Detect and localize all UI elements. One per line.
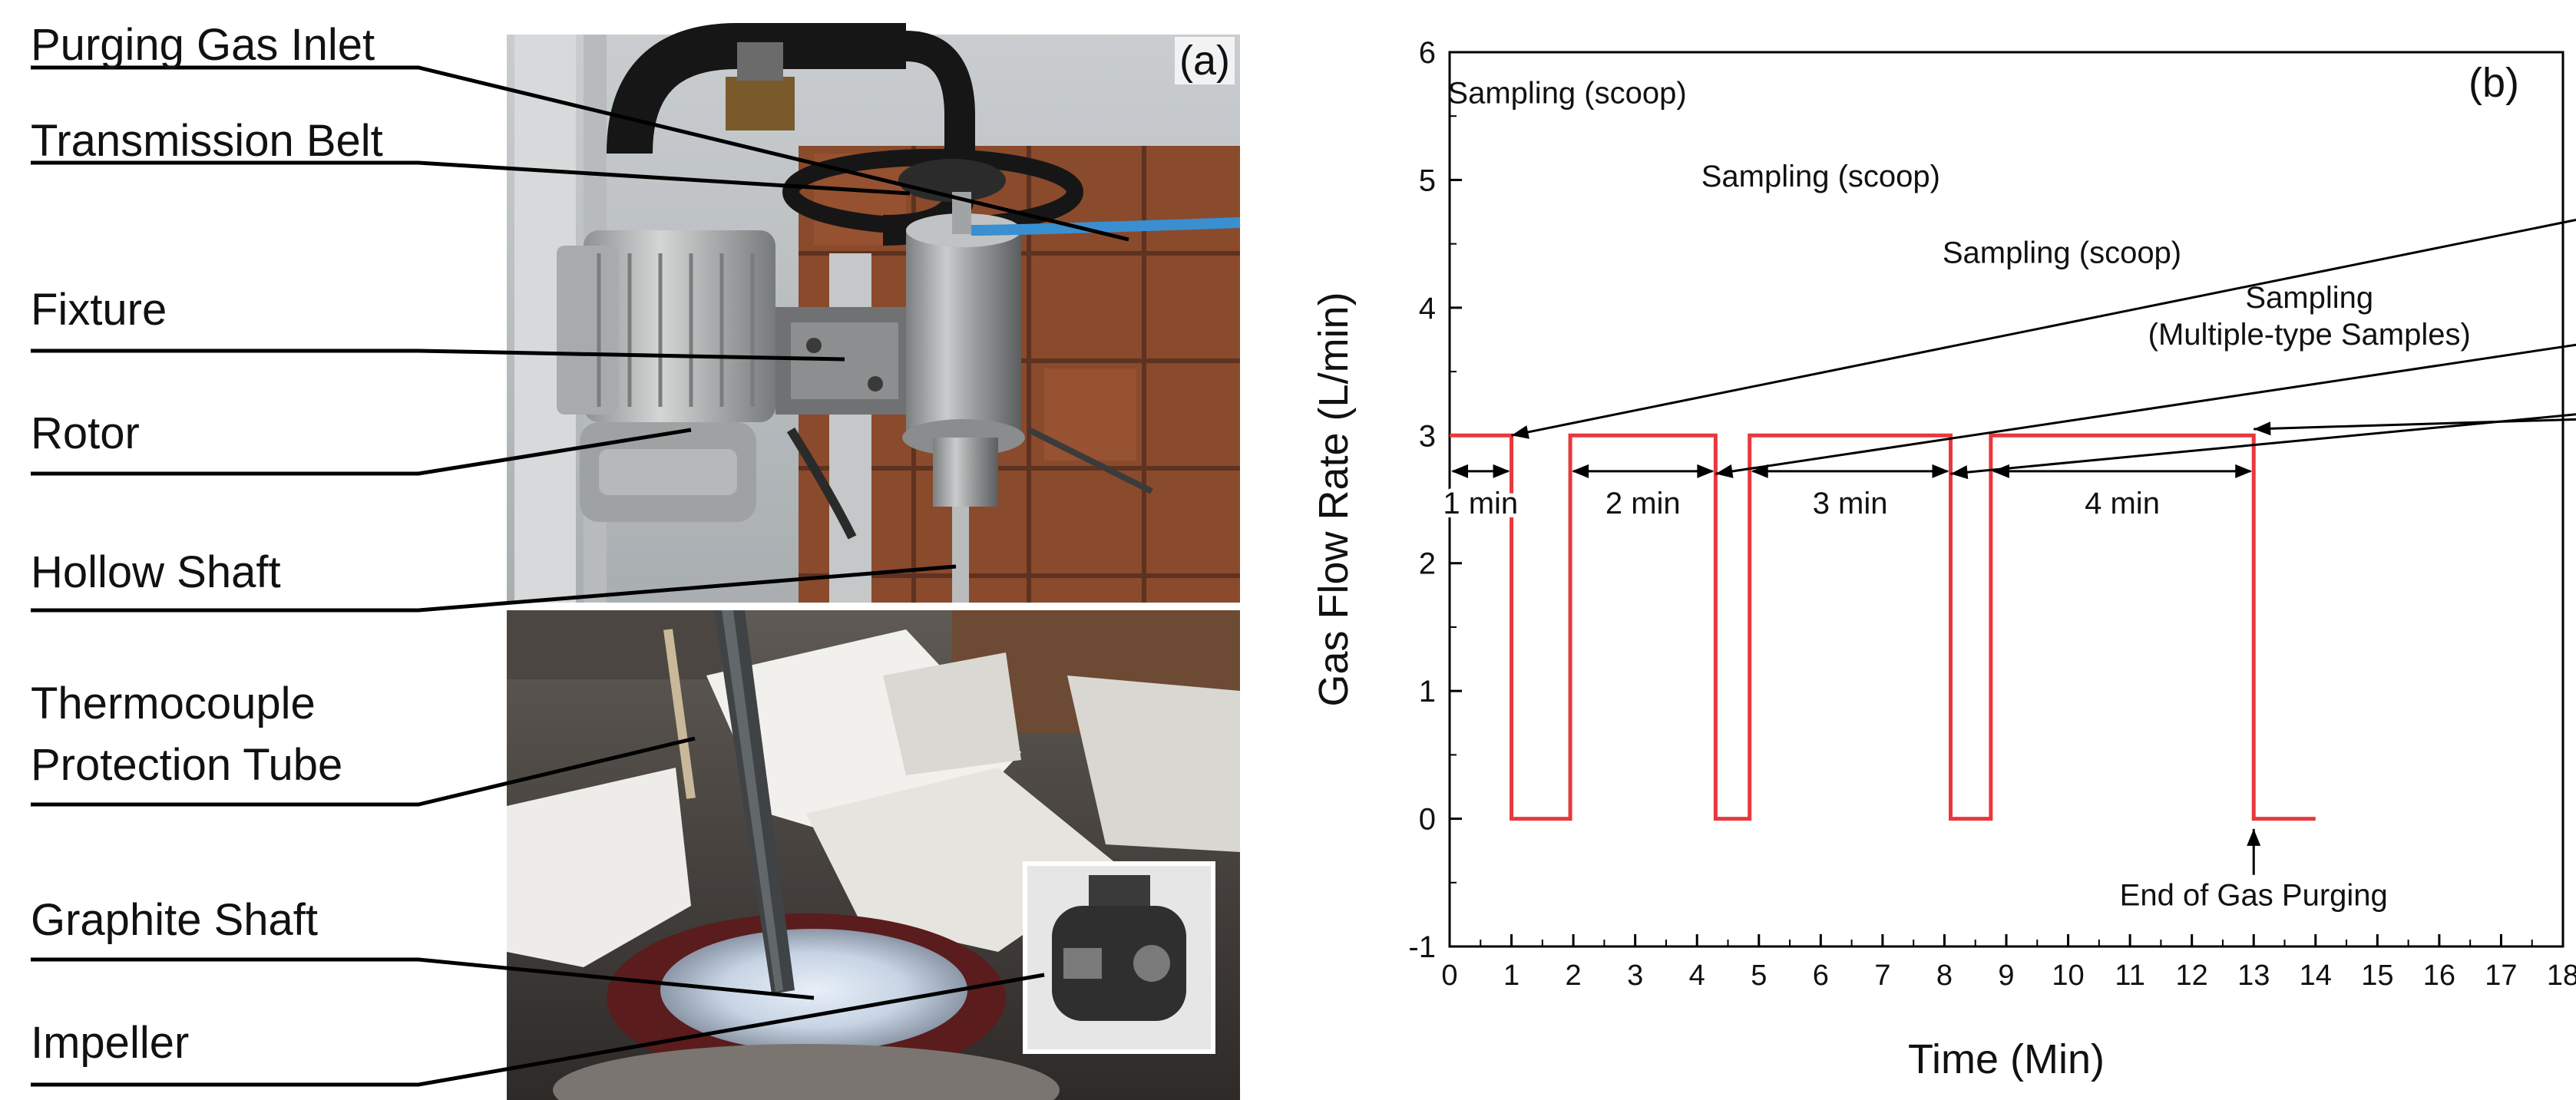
x-tick-label: 18 [2547,960,2576,992]
annotation-text: Sampling (scoop) [1701,160,1940,193]
label-purging-gas-inlet: Purging Gas Inlet [31,20,375,70]
interval-arrow-head [1751,464,1768,478]
annotation-text: Sampling (scoop) [1943,236,2181,270]
x-tick-label: 17 [2485,960,2517,992]
annotation-arrow-head [1950,465,1969,480]
label-hollow-shaft: Hollow Shaft [31,547,281,597]
y-tick-label: 5 [1419,164,1436,197]
interval-label: 2 min [1605,487,1681,520]
y-tick-label: 6 [1419,36,1436,70]
y-tick-label: 3 [1419,419,1436,453]
panel-b-tag: (b) [2469,60,2519,106]
x-tick-label: 16 [2423,960,2455,992]
interval-arrow-head [1992,464,2009,478]
y-tick-label: 0 [1419,803,1436,837]
y-tick-label: -1 [1408,930,1436,964]
top-photo [507,23,1241,603]
x-tick-label: 7 [1874,960,1890,992]
label-transmission-belt: Transmission Belt [31,116,383,166]
interval-arrow-head [1932,464,1949,478]
annotation-arrow-head [2254,421,2271,436]
x-tick-label: 4 [1689,960,1705,992]
annotation-arrow-head [2247,828,2261,846]
interval-arrow-head [1451,464,1468,478]
annotation-arrow-head [1715,464,1734,478]
interval-label: 4 min [2085,487,2160,520]
label-rotor: Rotor [31,408,140,458]
x-tick-label: 11 [2115,960,2144,992]
annotation-arrow-line [1950,413,2576,475]
interval-arrow-head [1572,464,1589,478]
interval-arrow-head [1697,464,1715,478]
leader-lines [31,65,1129,1087]
x-tick-label: 5 [1751,960,1767,992]
impeller-inset [1023,861,1215,1054]
annotation-text: Sampling [2245,281,2373,315]
annotation-text: (Multiple-type Samples) [2148,318,2471,352]
y-tick-label: 4 [1419,292,1436,325]
interval-label: 1 min [1443,487,1518,520]
x-tick-label: 3 [1627,960,1643,992]
x-tick-label: 1 [1503,960,1519,992]
interval-arrow-head [1493,464,1510,478]
rotor-housing [902,192,1025,603]
annotation-arrow-head [1511,425,1529,439]
x-tick-label: 12 [2176,960,2208,992]
series-line [1450,433,2316,821]
x-tick-label: 14 [2300,960,2332,992]
x-tick-label: 9 [1998,960,2014,992]
x-tick-label: 0 [1441,960,1457,992]
annotation-text: End of Gas Purging [2120,879,2388,913]
x-tick-label: 8 [1936,960,1953,992]
fixture [775,307,914,415]
x-tick-label: 6 [1813,960,1829,992]
y-tick-label: 1 [1419,675,1436,709]
interval-arrow-head [2235,464,2253,478]
label-fixture: Fixture [31,285,167,335]
x-tick-label: 13 [2237,960,2270,992]
motor [557,230,775,522]
x-tick-label: 15 [2361,960,2393,992]
y-tick-label: 2 [1419,547,1436,581]
label-protection-tube: Protection Tube [31,740,343,790]
x-axis-label: Time (Min) [1908,1036,2105,1082]
x-tick-label: 2 [1566,960,1582,992]
photo-panel [31,23,1241,1100]
annotation-text: Sampling (scoop) [1447,77,1686,111]
label-thermocouple: Thermocouple [31,679,316,728]
label-graphite-shaft: Graphite Shaft [31,895,318,945]
annotation-arrow-line [1511,218,2576,437]
x-tick-label: 10 [2052,960,2084,992]
annotation-arrow-line [1715,343,2576,475]
interval-label: 3 min [1813,487,1888,520]
label-impeller: Impeller [31,1018,190,1068]
y-axis-label: Gas Flow Rate (L/min) [1311,292,1357,706]
panel-a-tag: (a) [1175,37,1235,84]
